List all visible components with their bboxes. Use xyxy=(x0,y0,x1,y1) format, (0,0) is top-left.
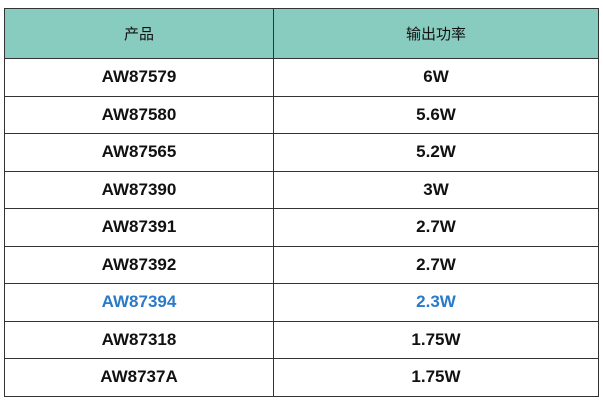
power-cell: 2.3W xyxy=(273,283,599,322)
table-row: AW87394 2.3W xyxy=(4,283,599,322)
power-cell: 2.7W xyxy=(273,245,599,284)
power-cell: 5.6W xyxy=(273,95,599,134)
product-cell: AW87392 xyxy=(4,245,274,284)
product-cell: AW87579 xyxy=(4,58,274,97)
table-row: AW87580 5.6W xyxy=(4,95,599,134)
power-cell: 5.2W xyxy=(273,133,599,172)
product-cell: AW87394 xyxy=(4,283,274,322)
table-row: AW87565 5.2W xyxy=(4,133,599,172)
product-cell: AW87318 xyxy=(4,320,274,359)
product-power-table: 产品 输出功率 AW87579 6W AW87580 5.6W AW87565 5.2W A… xyxy=(4,8,599,397)
header-row: 产品 输出功率 xyxy=(4,8,599,59)
power-cell: 6W xyxy=(273,58,599,97)
product-cell: AW8737A xyxy=(4,358,274,397)
product-cell: AW87580 xyxy=(4,95,274,134)
table-row: AW87391 2.7W xyxy=(4,208,599,247)
table-row: AW87392 2.7W xyxy=(4,245,599,284)
power-cell: 1.75W xyxy=(273,358,599,397)
table-row: AW87579 6W xyxy=(4,58,599,97)
header-output-power: 输出功率 xyxy=(273,8,599,59)
product-cell: AW87391 xyxy=(4,208,274,247)
table-row: AW87390 3W xyxy=(4,170,599,209)
power-cell: 2.7W xyxy=(273,208,599,247)
table-row: AW8737A 1.75W xyxy=(4,358,599,397)
product-cell: AW87565 xyxy=(4,133,274,172)
power-cell: 1.75W xyxy=(273,320,599,359)
table-row: AW87318 1.75W xyxy=(4,320,599,359)
power-cell: 3W xyxy=(273,170,599,209)
header-product: 产品 xyxy=(4,8,274,59)
product-cell: AW87390 xyxy=(4,170,274,209)
